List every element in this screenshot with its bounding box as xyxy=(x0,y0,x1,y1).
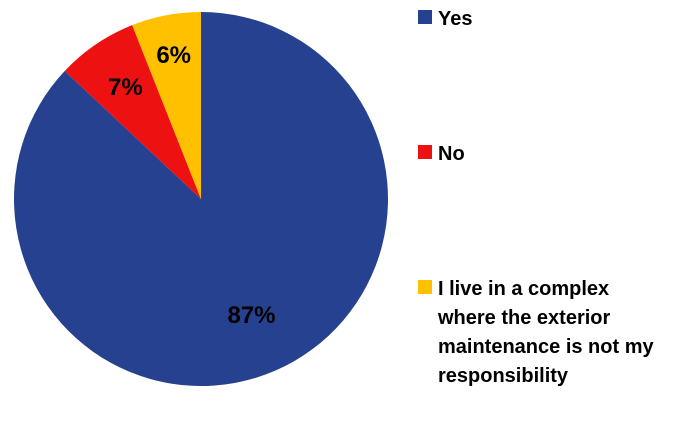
pie-chart: 87% 7% 6% xyxy=(13,12,388,386)
pie-data-labels: 87% 7% 6% xyxy=(108,42,276,329)
legend-swatch-yes xyxy=(418,10,432,24)
legend-label-yes: Yes xyxy=(438,8,473,30)
data-label-no: 7% xyxy=(108,74,143,101)
pie-slice-no xyxy=(64,25,202,199)
legend-label-no: No xyxy=(438,143,465,165)
legend-swatch-complex xyxy=(418,280,432,294)
data-label-yes: 87% xyxy=(227,302,275,329)
pie-slice-yes xyxy=(13,12,388,386)
legend-item-complex: I live in a complex where the exterior m… xyxy=(418,275,670,391)
legend-item-no: No xyxy=(418,140,670,169)
data-label-complex: 6% xyxy=(156,42,191,69)
pie-slices xyxy=(13,12,388,386)
legend-item-yes: Yes xyxy=(418,5,670,34)
legend-label-complex: I live in a complex where the exterior m… xyxy=(438,278,654,387)
legend-swatch-no xyxy=(418,145,432,159)
pie-slice-complex xyxy=(132,12,201,199)
